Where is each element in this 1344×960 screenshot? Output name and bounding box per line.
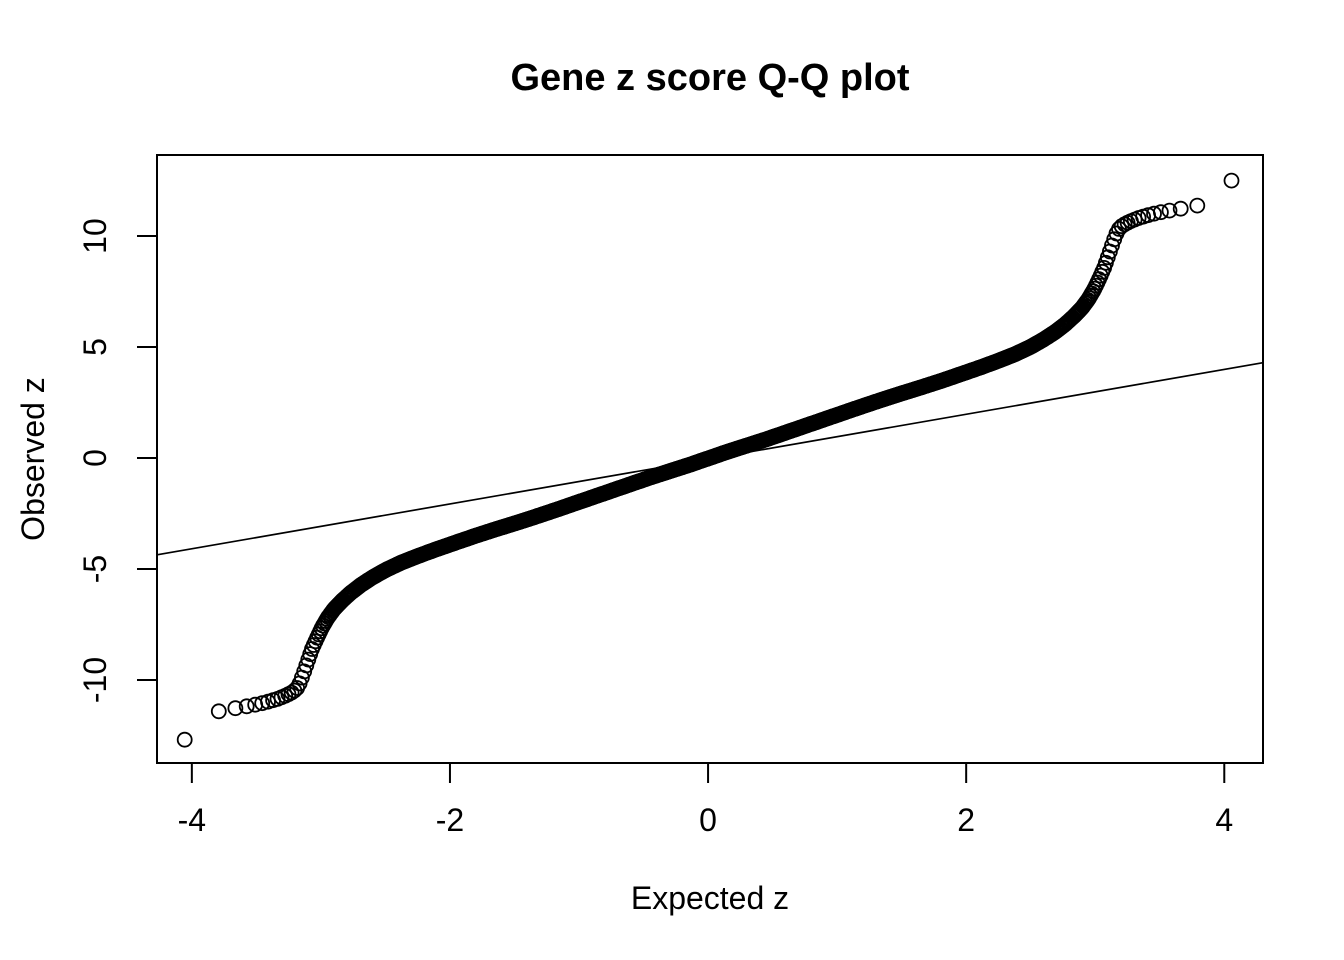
x-tick-label: -2 xyxy=(436,802,464,838)
x-axis-title: Expected z xyxy=(630,880,790,916)
data-point-circle xyxy=(227,700,244,717)
data-point-circle xyxy=(1172,200,1189,217)
data-point-circle xyxy=(254,695,271,712)
y-axis-title: Observed z xyxy=(15,377,51,541)
y-tick-label: 5 xyxy=(77,338,113,356)
y-axis: -10 -5 0 5 10 xyxy=(77,218,157,703)
chart-title: Gene z score Q-Q plot xyxy=(510,57,910,99)
data-point-circle xyxy=(1153,204,1169,221)
data-point-circle xyxy=(210,703,227,720)
x-tick-label: 0 xyxy=(699,802,717,838)
qq-points xyxy=(176,172,1240,748)
data-point-circle xyxy=(283,684,300,701)
data-point-circle xyxy=(238,698,255,715)
y-tick-label: 10 xyxy=(77,218,113,254)
data-point-circle xyxy=(176,731,193,748)
x-tick-label: 4 xyxy=(1215,802,1233,838)
y-tick-label: -10 xyxy=(77,657,113,703)
data-point-circle xyxy=(1146,205,1162,222)
x-tick-label: 2 xyxy=(957,802,975,838)
x-axis: -4 -2 0 2 4 xyxy=(178,763,1233,838)
data-point-circle xyxy=(1223,172,1240,189)
y-tick-label: 0 xyxy=(77,449,113,467)
x-tick-label: -4 xyxy=(178,802,206,838)
data-point-circle xyxy=(1161,202,1178,219)
y-tick-label: -5 xyxy=(77,555,113,583)
data-point-circle xyxy=(1189,197,1206,214)
